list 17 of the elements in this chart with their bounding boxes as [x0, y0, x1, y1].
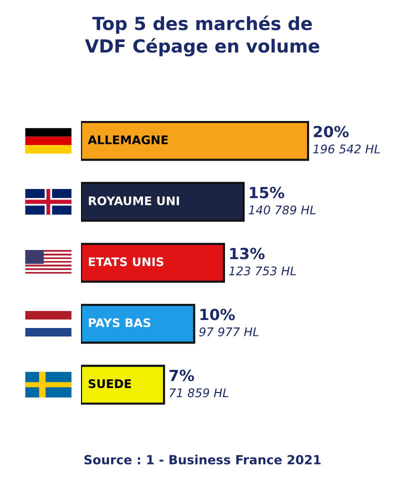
data-label: 13% 123 753 HL	[229, 248, 296, 276]
data-label: 7% 71 859 HL	[170, 370, 228, 398]
bar	[81, 242, 226, 283]
data-label: 20% 196 542 HL	[313, 126, 380, 154]
y-tick-label: ETATS UNIS	[88, 257, 164, 266]
bar	[81, 182, 245, 222]
bar	[81, 304, 196, 344]
y-tick-label: ROYAUME UNI	[88, 196, 179, 206]
bar	[81, 120, 310, 161]
data-label: 15% 140 789 HL	[248, 186, 316, 214]
y-tick-label: ALLEMAGNE	[88, 135, 168, 144]
bar	[81, 364, 166, 405]
y-tick-label: SUEDE	[88, 379, 131, 388]
data-label: 10% 97 977 HL	[199, 308, 259, 336]
y-tick-label: PAYS BAS	[88, 318, 150, 328]
chart-title: Top 5 des marchés de VDF Cépage en volume	[84, 16, 320, 56]
source-note: Source : 1 - Business France 2021	[84, 454, 321, 464]
